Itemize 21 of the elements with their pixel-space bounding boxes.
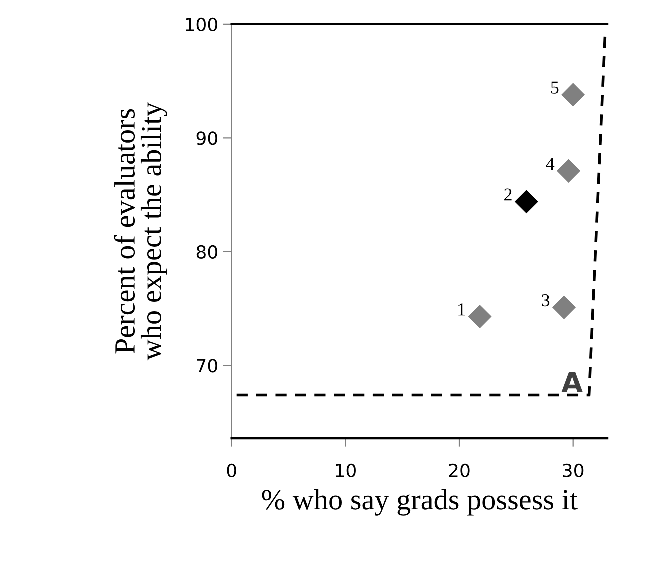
x-tick-label: 30 bbox=[563, 464, 584, 478]
annotation: 1 bbox=[458, 304, 466, 316]
y-tick-label: 100 bbox=[186, 18, 218, 32]
y-tick-label: 90 bbox=[196, 132, 218, 146]
point bbox=[515, 190, 538, 214]
annotation: 2 bbox=[504, 188, 512, 201]
point bbox=[562, 83, 585, 106]
y-tick-label: 80 bbox=[196, 245, 218, 260]
x-tick-label: 20 bbox=[449, 464, 470, 478]
point bbox=[552, 296, 576, 320]
x-axis-title: % who say grads possess it bbox=[262, 489, 578, 516]
annotation: 4 bbox=[546, 158, 555, 170]
x-tick-label: 10 bbox=[336, 464, 356, 478]
y-tick-label: 70 bbox=[197, 359, 218, 373]
point bbox=[557, 160, 580, 183]
annotation: 3 bbox=[542, 294, 550, 307]
x-tick-label: 0 bbox=[227, 464, 236, 478]
annotation: A bbox=[562, 372, 583, 392]
y-axis-title: Percent of evaluators who expect the ability bbox=[114, 102, 168, 361]
annotation: 5 bbox=[551, 82, 559, 94]
point bbox=[468, 305, 492, 328]
